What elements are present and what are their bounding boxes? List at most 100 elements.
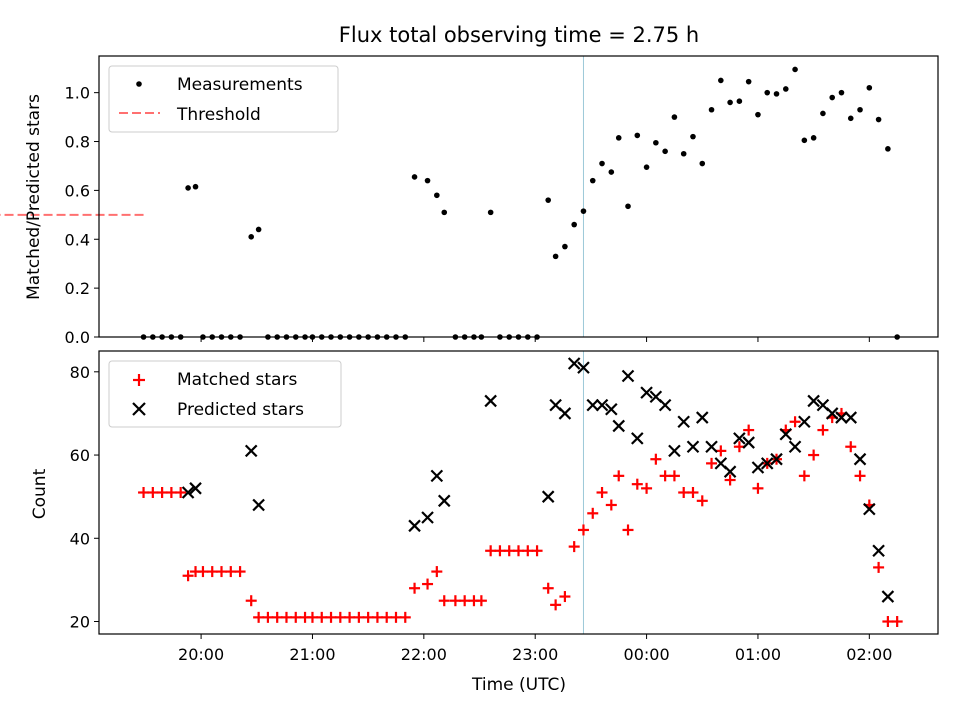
bottom-x-axis: 20:00 21:00 22:00 23:00 00:00 01:00 02:00 xyxy=(178,634,892,664)
measurement-point xyxy=(810,135,817,141)
legend-matched-marker xyxy=(133,374,145,386)
predicted-star-point xyxy=(677,415,690,429)
predicted-star-point xyxy=(605,402,618,416)
predicted-star-point xyxy=(751,461,765,474)
x-tick-label: 20:00 xyxy=(178,645,224,664)
measurement-point xyxy=(736,98,743,105)
measurement-point xyxy=(718,77,724,84)
y-tick-label: 1.0 xyxy=(65,84,90,103)
measurement-point xyxy=(764,89,771,96)
matched-star-point xyxy=(449,595,461,607)
measurement-point xyxy=(782,86,789,92)
matched-star-point xyxy=(513,545,524,557)
matched-star-point xyxy=(334,611,346,623)
matched-star-point xyxy=(253,611,265,623)
predicted-star-point xyxy=(586,398,600,412)
matched-star-point xyxy=(390,611,402,623)
predicted-star-point xyxy=(558,407,572,420)
matched-star-point xyxy=(175,487,187,498)
measurement-point xyxy=(552,253,559,260)
matched-star-point xyxy=(344,611,356,623)
predicted-star-point xyxy=(807,394,820,408)
bottom-legend: Matched stars Predicted stars xyxy=(108,360,342,428)
matched-star-point xyxy=(371,611,383,623)
matched-star-point xyxy=(438,595,450,607)
measurement-point xyxy=(820,110,826,117)
matched-star-point xyxy=(696,495,708,507)
x-tick-label: 21:00 xyxy=(289,645,335,664)
predicted-star-point xyxy=(189,482,202,495)
top-legend: Measurements Threshold xyxy=(108,65,339,133)
matched-star-point xyxy=(381,611,393,623)
predicted-star-point xyxy=(853,452,867,466)
predicted-star-point xyxy=(421,511,434,524)
matched-star-point xyxy=(494,545,506,557)
predicted-star-point xyxy=(788,440,802,453)
predicted-star-point xyxy=(705,440,718,453)
predicted-star-point xyxy=(430,469,444,483)
predicted-star-point xyxy=(695,411,709,424)
predicted-star-point xyxy=(770,452,783,466)
measurement-point xyxy=(662,148,668,155)
matched-star-point xyxy=(789,416,801,428)
matched-star-point xyxy=(706,457,718,469)
matched-star-point xyxy=(743,424,755,436)
matched-star-point xyxy=(225,566,237,578)
legend-measurements-marker xyxy=(136,81,142,87)
measurement-point xyxy=(708,106,715,113)
matched-star-point xyxy=(613,470,625,482)
predicted-star-point xyxy=(484,394,497,408)
matched-star-point xyxy=(752,482,764,494)
matched-star-point xyxy=(577,524,589,536)
y-tick-label: 0.2 xyxy=(65,279,90,298)
predicted-star-point xyxy=(181,486,195,499)
predicted-star-point xyxy=(541,490,555,503)
y-tick-label: 40 xyxy=(70,529,90,548)
matched-star-point xyxy=(306,611,318,623)
matched-star-point xyxy=(290,611,302,623)
predicted-star-point xyxy=(742,436,755,449)
y-tick-label: 0.0 xyxy=(65,328,90,347)
bottom-legend-box xyxy=(108,360,342,428)
matched-star-point xyxy=(165,487,177,498)
predicted-star-point xyxy=(437,494,451,508)
legend-predicted-label: Predicted stars xyxy=(177,400,304,420)
matched-star-point xyxy=(631,478,643,490)
predicted-star-point xyxy=(658,398,672,412)
measurement-point xyxy=(838,89,845,96)
measurement-point xyxy=(185,185,191,191)
matched-star-point xyxy=(531,545,543,557)
predicted-star-point xyxy=(408,519,421,533)
legend-matched-label: Matched stars xyxy=(177,370,297,390)
measurement-point xyxy=(643,164,650,170)
matched-star-point xyxy=(138,487,150,498)
legend-predicted-marker xyxy=(132,402,146,416)
top-x-axis xyxy=(200,337,870,342)
matched-star-point xyxy=(845,441,857,453)
predicted-star-point xyxy=(760,457,774,470)
matched-star-point xyxy=(668,470,680,482)
measurement-point xyxy=(571,221,577,228)
x-axis-label: Time (UTC) xyxy=(471,675,566,695)
y-tick-label: 80 xyxy=(70,363,90,382)
count-points xyxy=(138,357,903,628)
measurement-point xyxy=(424,177,431,184)
measurement-point xyxy=(829,94,835,101)
bottom-plot-frame xyxy=(98,350,939,635)
matched-star-point xyxy=(234,566,246,578)
matched-star-point xyxy=(873,561,885,573)
matched-star-point xyxy=(882,616,894,628)
top-y-axis-label: Matched/Predicted stars xyxy=(24,94,44,300)
measurement-point xyxy=(680,150,687,157)
matched-star-point xyxy=(503,545,515,557)
matched-star-point xyxy=(641,482,653,494)
measurement-point xyxy=(792,66,798,73)
predicted-star-point xyxy=(577,361,590,374)
predicted-star-point xyxy=(686,440,700,453)
x-tick-label: 00:00 xyxy=(624,645,670,664)
legend-threshold-label: Threshold xyxy=(176,105,261,125)
matched-star-point xyxy=(431,566,443,578)
measurement-point xyxy=(875,116,882,123)
matched-star-point xyxy=(459,595,471,607)
matched-star-point xyxy=(316,611,328,623)
